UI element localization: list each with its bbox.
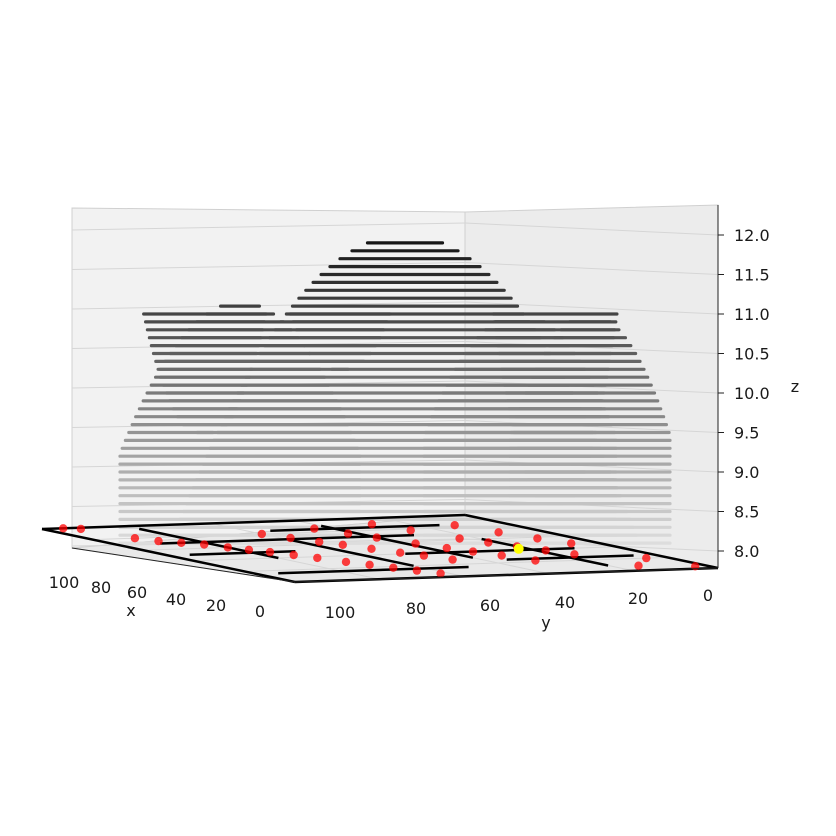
x-axis-label: x [126, 601, 135, 620]
z-tick-label-1: 8.5 [734, 503, 759, 522]
maze-segment-6 [286, 538, 414, 568]
point-14 [412, 566, 422, 575]
point-8 [265, 547, 275, 557]
z-tick-label-8: 12.0 [734, 226, 770, 245]
maze-segment-13 [506, 554, 634, 561]
z-grid-right-8 [464, 222, 719, 236]
point-28 [442, 543, 451, 553]
z-tick-label-5: 10.5 [734, 345, 770, 364]
point-40 [450, 521, 459, 530]
point-2 [130, 534, 140, 543]
point-32 [367, 520, 377, 529]
point-37 [541, 546, 550, 555]
z-grid-left-8 [71, 222, 466, 231]
y-tick-label-0: 0 [703, 586, 713, 605]
point-7 [244, 545, 254, 554]
y-tick-label-5: 100 [325, 603, 356, 622]
point-13 [389, 563, 398, 572]
z-tick-label-7: 11.5 [734, 266, 770, 285]
z-axis-label: z [791, 377, 799, 396]
point-29 [468, 547, 478, 556]
point-38 [570, 550, 579, 559]
axis-lines [71, 205, 719, 583]
maze-segment-12 [189, 550, 296, 557]
z-grid-right-0 [464, 538, 719, 552]
point-20 [367, 544, 376, 553]
x-tick-label-0: 0 [255, 602, 265, 621]
x-tick-label-1: 20 [206, 596, 226, 615]
point-35 [484, 538, 493, 547]
point-11 [341, 557, 351, 567]
z-grid-right-7 [464, 262, 719, 275]
z-tick-label-4: 10.0 [734, 384, 770, 403]
z-grid-right-3 [464, 420, 719, 433]
point-19 [338, 540, 347, 549]
point-12 [365, 560, 374, 569]
y-tick-label-3: 60 [480, 596, 500, 615]
maze-segment-11 [270, 523, 440, 532]
point-6 [223, 543, 232, 552]
z-grid-right-4 [464, 380, 719, 394]
tick-labels: 8.0 8.5 9.0 9.5 10.0 10.5 11.0 11.5 12.0 0 20 40 60 8… [49, 226, 770, 622]
point-27 [411, 539, 420, 548]
y-tick-label-4: 80 [406, 599, 426, 618]
y-tick-label-2: 40 [555, 593, 575, 612]
point-31 [531, 556, 540, 565]
point-4 [177, 538, 186, 547]
highlight-point [513, 543, 524, 554]
point-17 [286, 533, 295, 543]
point-42 [533, 534, 542, 543]
z-tick-label-2: 9.0 [734, 463, 759, 482]
point-1 [76, 524, 86, 534]
z-grid-right-6 [464, 301, 719, 315]
point-41 [494, 528, 503, 537]
point-22 [419, 551, 429, 560]
maze-segment-10 [278, 565, 469, 575]
y-axis-label: y [541, 613, 550, 632]
point-3 [154, 536, 163, 546]
point-16 [257, 529, 266, 539]
point-15 [436, 569, 445, 578]
y-axis-line [294, 567, 719, 583]
point-44 [642, 553, 651, 563]
point-10 [313, 553, 322, 563]
x-axis-line [71, 547, 296, 583]
point-39 [634, 561, 643, 570]
point-26 [372, 533, 381, 542]
z-grid-right-1 [464, 499, 719, 512]
z-tick-label-3: 9.5 [734, 424, 759, 443]
maze-segment-3 [41, 513, 466, 531]
maze-segment-1 [41, 527, 296, 584]
z-tick-label-0: 8.0 [734, 542, 759, 561]
x-tick-label-3: 60 [127, 583, 147, 602]
point-43 [567, 539, 576, 548]
z-tick-label-6: 11.0 [734, 305, 770, 324]
z-grid-left-6 [71, 301, 466, 310]
z-grid-right-5 [464, 341, 719, 354]
y-tick-label-1: 20 [628, 589, 648, 608]
point-21 [396, 548, 405, 557]
point-33 [406, 526, 415, 535]
x-tick-label-5: 100 [49, 573, 80, 592]
point-0 [59, 524, 68, 533]
z-grid-right-2 [464, 459, 719, 473]
point-25 [343, 529, 353, 538]
point-23 [448, 555, 457, 564]
point-30 [497, 551, 506, 560]
floor-grid-y-1 [244, 556, 668, 572]
point-18 [315, 537, 324, 547]
point-9 [289, 550, 298, 560]
point-24 [310, 524, 319, 533]
x-tick-label-2: 40 [166, 590, 186, 609]
point-5 [200, 540, 209, 549]
point-34 [455, 534, 464, 543]
z-grid-left-7 [71, 262, 466, 270]
maze-segment-0 [464, 513, 719, 570]
x-tick-label-4: 80 [91, 578, 111, 597]
